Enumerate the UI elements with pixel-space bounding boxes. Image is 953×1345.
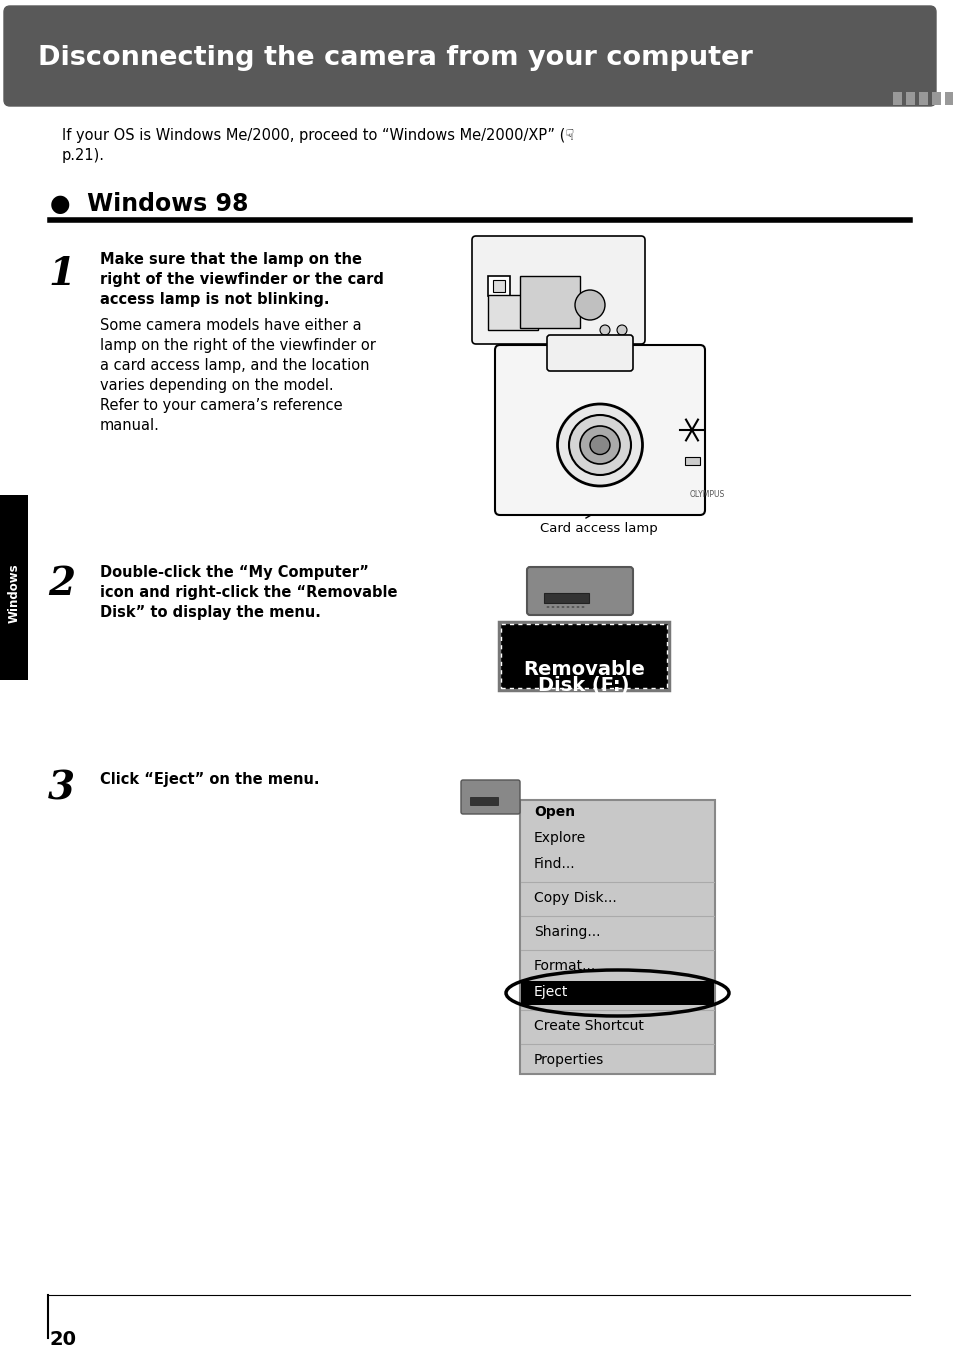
Text: Sharing...: Sharing...: [534, 925, 599, 939]
Text: Refer to your camera’s reference: Refer to your camera’s reference: [100, 398, 342, 413]
Text: p.21).: p.21).: [62, 148, 105, 163]
Bar: [519, 800, 714, 1075]
Text: 20: 20: [50, 1330, 77, 1345]
Text: ●  Windows 98: ● Windows 98: [50, 192, 248, 217]
Ellipse shape: [579, 426, 619, 464]
Ellipse shape: [551, 607, 554, 608]
Text: lamp on the right of the viewfinder or: lamp on the right of the viewfinder or: [100, 338, 375, 352]
Ellipse shape: [546, 607, 549, 608]
Bar: [931, 91, 940, 105]
Text: Remov
Disk: Remov Disk: [476, 820, 502, 839]
Text: Disk (F:): Disk (F:): [537, 677, 629, 695]
Bar: [493, 280, 504, 292]
Bar: [0, 495, 28, 681]
Bar: [543, 593, 588, 603]
Text: If your OS is Windows Me/2000, proceed to “Windows Me/2000/XP” (☟: If your OS is Windows Me/2000, proceed t…: [62, 128, 574, 143]
Bar: [520, 981, 713, 1005]
Text: Eject: Eject: [534, 985, 568, 999]
Text: Find...: Find...: [534, 857, 575, 872]
Text: varies depending on the model.: varies depending on the model.: [100, 378, 334, 393]
Bar: [498, 621, 668, 690]
FancyBboxPatch shape: [460, 780, 519, 814]
Text: Card access lamp: Card access lamp: [539, 522, 657, 535]
FancyBboxPatch shape: [546, 335, 633, 371]
Text: Explore: Explore: [534, 831, 586, 845]
Text: OLYMPUS: OLYMPUS: [689, 490, 724, 499]
Ellipse shape: [556, 607, 558, 608]
Text: a card access lamp, and the location: a card access lamp, and the location: [100, 358, 369, 373]
Text: Windows: Windows: [8, 564, 20, 623]
FancyBboxPatch shape: [526, 568, 633, 615]
Text: manual.: manual.: [100, 418, 160, 433]
FancyBboxPatch shape: [4, 5, 935, 106]
Bar: [892, 91, 901, 105]
Bar: [905, 91, 914, 105]
Ellipse shape: [566, 607, 569, 608]
Text: 1: 1: [48, 256, 75, 293]
Ellipse shape: [575, 291, 604, 320]
Text: Disconnecting the camera from your computer: Disconnecting the camera from your compu…: [38, 44, 752, 71]
Text: Disk” to display the menu.: Disk” to display the menu.: [100, 605, 320, 620]
Ellipse shape: [561, 607, 564, 608]
Ellipse shape: [581, 607, 584, 608]
Text: Click “Eject” on the menu.: Click “Eject” on the menu.: [100, 772, 319, 787]
Bar: [488, 276, 510, 296]
Text: Open: Open: [534, 806, 575, 819]
Text: Double-click the “My Computer”: Double-click the “My Computer”: [100, 565, 369, 580]
FancyBboxPatch shape: [495, 346, 704, 515]
Bar: [944, 91, 953, 105]
Text: Create Shortcut: Create Shortcut: [534, 1020, 643, 1033]
Text: Format...: Format...: [534, 959, 596, 972]
Bar: [470, 798, 497, 806]
Ellipse shape: [599, 325, 609, 335]
Text: access lamp is not blinking.: access lamp is not blinking.: [100, 292, 329, 307]
Text: Lamp: Lamp: [499, 256, 537, 269]
Text: Make sure that the lamp on the: Make sure that the lamp on the: [100, 252, 361, 268]
Text: Properties: Properties: [534, 1053, 603, 1067]
Ellipse shape: [617, 325, 626, 335]
Text: 3: 3: [48, 769, 75, 808]
Bar: [918, 91, 927, 105]
Ellipse shape: [589, 436, 609, 455]
Text: Removable: Removable: [522, 660, 644, 679]
Text: 2: 2: [48, 565, 75, 603]
Ellipse shape: [576, 607, 578, 608]
Ellipse shape: [571, 607, 574, 608]
Bar: [684, 457, 700, 465]
Text: Some camera models have either a: Some camera models have either a: [100, 317, 361, 334]
FancyBboxPatch shape: [472, 235, 644, 344]
Ellipse shape: [557, 404, 641, 486]
Text: icon and right-click the “Removable: icon and right-click the “Removable: [100, 585, 397, 600]
Ellipse shape: [568, 416, 630, 475]
Text: Copy Disk...: Copy Disk...: [534, 890, 616, 905]
Bar: [500, 624, 666, 689]
Text: right of the viewfinder or the card: right of the viewfinder or the card: [100, 272, 383, 286]
Bar: [519, 276, 579, 328]
Bar: [488, 295, 537, 330]
